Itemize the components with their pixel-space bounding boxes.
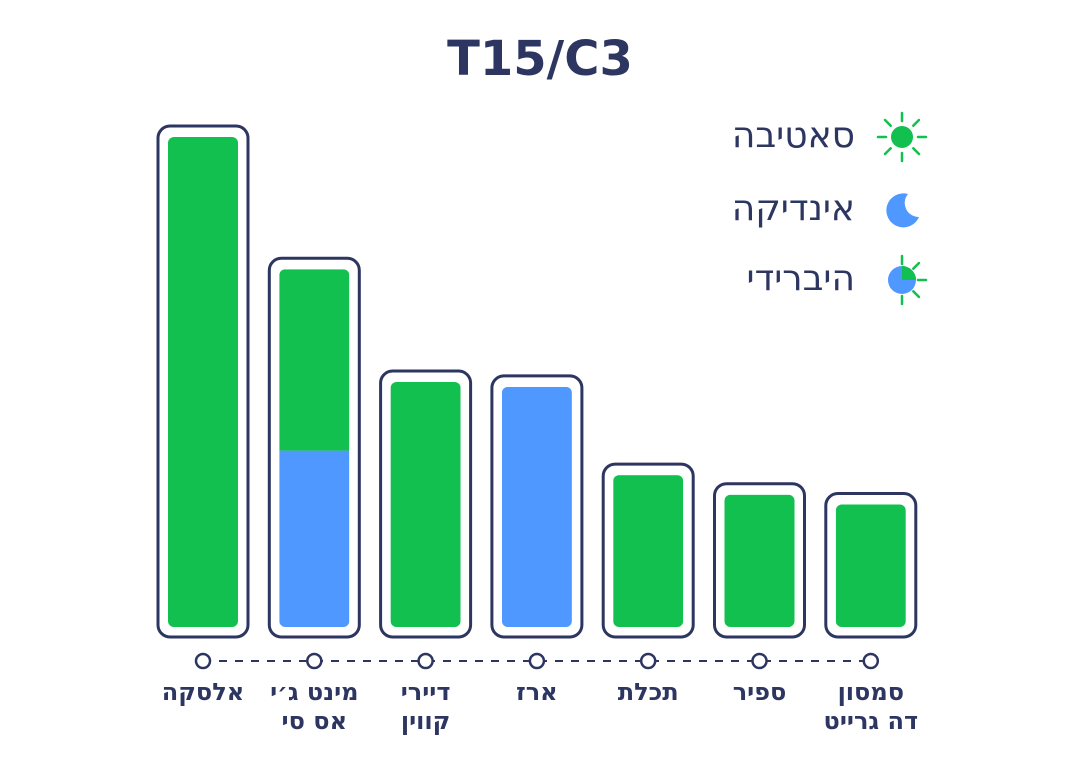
x-tick-label: ספיר xyxy=(733,678,787,706)
bar xyxy=(501,386,572,627)
chart-title: T15/C3 xyxy=(447,31,633,87)
legend-icon-ray xyxy=(912,118,921,127)
legend-icon-ray xyxy=(912,147,921,156)
bar xyxy=(279,450,350,627)
x-tick xyxy=(417,652,434,670)
x-tick-label: קווין xyxy=(401,707,450,735)
x-tick-label: דיירי xyxy=(401,678,451,706)
x-tick xyxy=(528,652,546,670)
x-tick xyxy=(306,652,323,670)
x-tick-label: אס סי xyxy=(282,707,348,735)
legend-label: סאטיבה xyxy=(732,115,855,156)
bar xyxy=(390,382,461,627)
bar xyxy=(168,137,238,627)
bar xyxy=(724,494,795,627)
bar xyxy=(279,269,350,451)
legend-icon xyxy=(886,193,919,228)
legend-icon-ray xyxy=(912,290,921,299)
x-tick-label: אלסקה xyxy=(162,678,244,706)
x-tick-label: דה גרייט xyxy=(824,707,919,735)
legend-label: היברידי xyxy=(747,258,855,299)
bar xyxy=(835,504,906,627)
x-tick-label: תכלת xyxy=(618,678,679,706)
x-tick xyxy=(751,652,768,670)
legend-label: אינדיקה xyxy=(732,188,855,229)
legend-icon-ray xyxy=(883,147,892,156)
legend-icon-ray xyxy=(883,118,892,127)
x-tick-label: מינט ג׳י xyxy=(270,678,358,706)
x-tick xyxy=(862,652,880,670)
legend-icon-part xyxy=(902,266,916,280)
legend-icon xyxy=(891,126,913,148)
x-tick xyxy=(194,652,212,670)
x-tick xyxy=(639,652,657,670)
legend-icon-ray xyxy=(912,261,921,270)
bar xyxy=(613,475,684,627)
x-tick-label: סמסון xyxy=(838,678,904,706)
x-tick-label: ארז xyxy=(516,678,558,706)
